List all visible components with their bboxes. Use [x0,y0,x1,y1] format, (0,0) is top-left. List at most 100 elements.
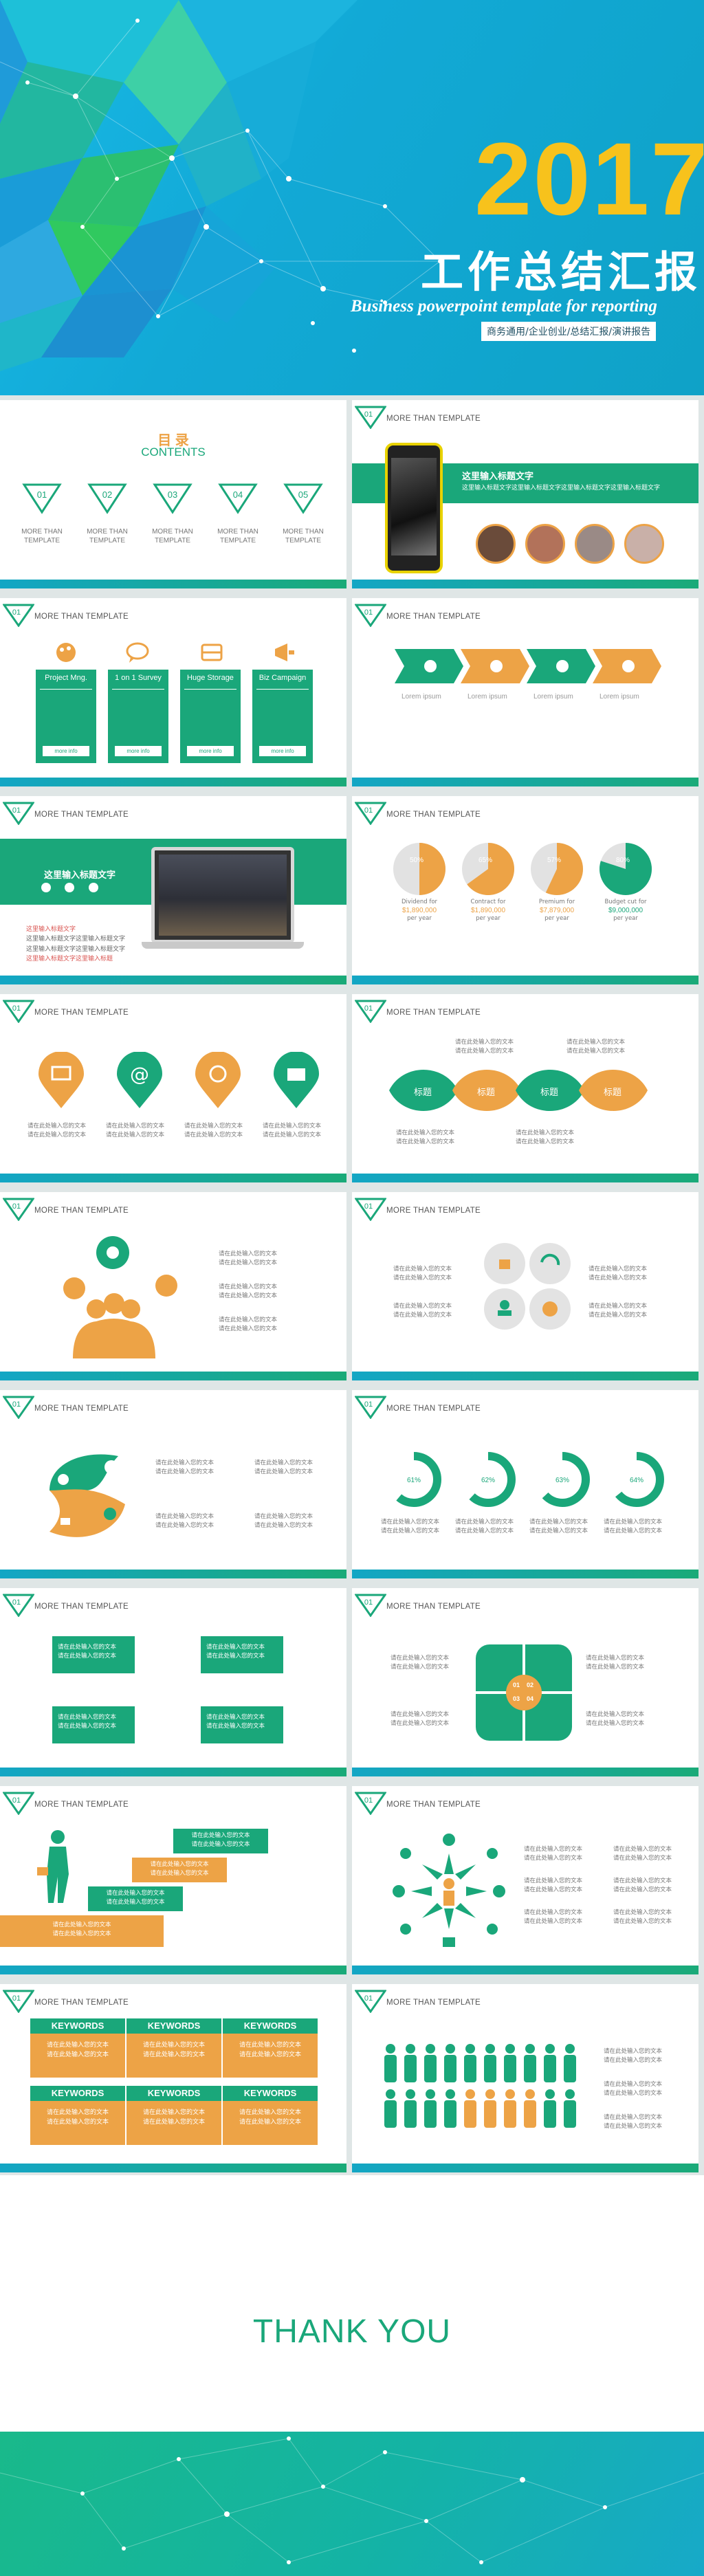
slide-bottom-bar [0,1174,346,1182]
pie-caption: Dividend for $1,890,000 per year [401,899,438,922]
speech-box: 请在此处输入您的文本 请在此处输入您的文本 [201,1636,283,1673]
arrow-label: Lorem ipsum [600,693,639,701]
contents-item[interactable]: 04 MORE THAN TEMPLATE [207,483,269,545]
stair-step: 请在此处输入您的文本 请在此处输入您的文本 [0,1915,164,1947]
svg-text:01: 01 [12,1202,21,1211]
person-icon [484,2089,496,2128]
slide-header: MORE THAN TEMPLATE [34,613,129,621]
slide-bottom-bar [352,1966,698,1974]
service-card[interactable]: Biz Campaign more info [252,670,313,763]
leaf-label: 标题 [604,1087,622,1097]
swirl-text: 请在此处输入您的文本 请在此处输入您的文本 [254,1460,314,1475]
swirl-text: 请在此处输入您的文本 请在此处输入您的文本 [155,1460,214,1475]
person-icon [384,2089,397,2128]
speech-box: 请在此处输入您的文本 请在此处输入您的文本 [52,1706,135,1743]
triangle-number-icon: 01 [3,802,34,825]
clover-text: 请在此处输入您的文本 请在此处输入您的文本 [586,1655,645,1671]
contents-item[interactable]: 02 MORE THAN TEMPLATE [76,483,138,545]
leaf-label: 标题 [540,1087,559,1097]
more-info-button[interactable]: more info [115,746,162,756]
slide-hub: 01 MORE THAN TEMPLATE 请在此处输入您的文本 请在此处输入您的… [352,1786,698,1974]
keyword-card: KEYWORDS 请在此处输入您的文本 请在此处输入您的文本 [223,2018,318,2078]
slide-bottom-bar [0,1570,346,1578]
hub-graphic [393,1834,505,1947]
contents-item-label: MORE THAN TEMPLATE [152,528,193,544]
triangle-number-icon: 01 [355,406,386,429]
triangle-number-icon: 01 [3,1198,34,1221]
keyword-card: KEYWORDS 请在此处输入您的文本 请在此处输入您的文本 [223,2086,318,2145]
more-info-button[interactable]: more info [259,746,306,756]
arrow-label: Lorem ipsum [534,693,573,701]
person-icon [544,2044,556,2082]
photo-circle [525,524,565,564]
person-icon [464,2089,476,2128]
pie-caption: Premium for $7,879,000 per year [538,899,575,922]
slide-swirl: 01 MORE THAN TEMPLATE 请在此处输入您的文本 请在此处输入您的… [0,1390,346,1578]
leaf-text: 请在此处输入您的文本 请在此处输入您的文本 [396,1130,455,1145]
contents-item-label: MORE THAN TEMPLATE [87,528,128,544]
photo-circle [476,524,516,564]
more-info-button[interactable]: more info [43,746,89,756]
slide-keywords: 01 MORE THAN TEMPLATE KEYWORDS 请在此处输入您的文本… [0,1984,346,2172]
triangle-number-icon: 01 [355,802,386,825]
svg-text:01: 01 [12,806,21,815]
svg-text:01: 01 [364,1796,373,1805]
svg-text:01: 01 [364,1400,373,1409]
service-card[interactable]: Project Mng. more info [36,670,96,763]
contents-item[interactable]: 01 MORE THAN TEMPLATE [11,483,73,545]
person-icon [404,2089,417,2128]
pie-label: 65% [478,857,492,864]
slide-header: MORE THAN TEMPLATE [34,1009,129,1017]
ring-arc [461,1452,516,1507]
clover-text: 请在此处输入您的文本 请在此处输入您的文本 [586,1711,645,1727]
thanks-text: THANK YOU [252,2313,452,2350]
thanks-slide: THANK YOU [0,2175,704,2576]
swirl-text: 请在此处输入您的文本 请在此处输入您的文本 [155,1513,214,1529]
person-icon [384,2044,397,2082]
network-lines [0,2436,704,2564]
pie-charts: 50% 65% 57% 80% [393,843,652,895]
keyword-card: KEYWORDS 请在此处输入您的文本 请在此处输入您的文本 [126,2018,221,2078]
leaf-label: 标题 [477,1087,496,1097]
swirl-text: 请在此处输入您的文本 请在此处输入您的文本 [254,1513,314,1529]
speech-box: 请在此处输入您的文本 请在此处输入您的文本 [52,1636,135,1673]
slide-header: MORE THAN TEMPLATE [34,1405,129,1413]
svg-text:01: 01 [364,608,373,617]
slide-bottom-bar [0,580,346,588]
contents-item[interactable]: 03 MORE THAN TEMPLATE [142,483,204,545]
slide-header: MORE THAN TEMPLATE [386,415,481,423]
alarm-pin-icon [195,1052,241,1108]
svg-text:01: 01 [364,1994,373,2003]
clover-label: 01 [513,1682,520,1688]
slide-bottom-bar [0,2164,346,2172]
hub-text: 请在此处输入您的文本 请在此处输入您的文本 [613,1878,672,1893]
slide-header: MORE THAN TEMPLATE [34,811,129,819]
person-icon [564,2044,576,2082]
triangle-number-icon: 05 [283,483,323,514]
person-icon [504,2089,516,2128]
slide-contents: 目 录 CONTENTS 01 MORE THAN TEMPLATE 02 MOR… [0,400,346,588]
swirl-graphic [50,1454,125,1537]
more-info-button[interactable]: more info [187,746,234,756]
pin-text: 请在此处输入您的文本 请在此处输入您的文本 [28,1123,87,1138]
contents-item[interactable]: 05 MORE THAN TEMPLATE [272,483,334,545]
svg-text:04: 04 [233,489,243,500]
cover-subtitle: Business powerpoint template for reporti… [351,297,657,316]
leaf-label: 标题 [414,1087,432,1097]
service-card[interactable]: 1 on 1 Survey more info [108,670,168,763]
slide-header: MORE THAN TEMPLATE [386,1999,481,2007]
triangle-number-icon: 01 [355,604,386,627]
laptop-base [142,942,304,949]
circle-text: 请在此处输入您的文本 请在此处输入您的文本 [393,1266,452,1281]
banner-title: 这里输入标题文字 [462,471,534,481]
ring-label: 61% [407,1477,421,1484]
cover-polygon-art [0,0,442,371]
svg-text:01: 01 [12,1796,21,1805]
pie-caption: Budget cut for $9,000,000 per year [604,899,647,922]
slide-clover: 01 MORE THAN TEMPLATE 01 02 03 04 请在此处输入… [352,1588,698,1776]
pie-label: 50% [410,857,424,864]
service-card[interactable]: Huge Storage more info [180,670,241,763]
pie-caption: Contract for $1,890,000 per year [470,899,506,922]
pie-label: 57% [547,857,561,864]
keyword-card: KEYWORDS 请在此处输入您的文本 请在此处输入您的文本 [30,2018,125,2078]
